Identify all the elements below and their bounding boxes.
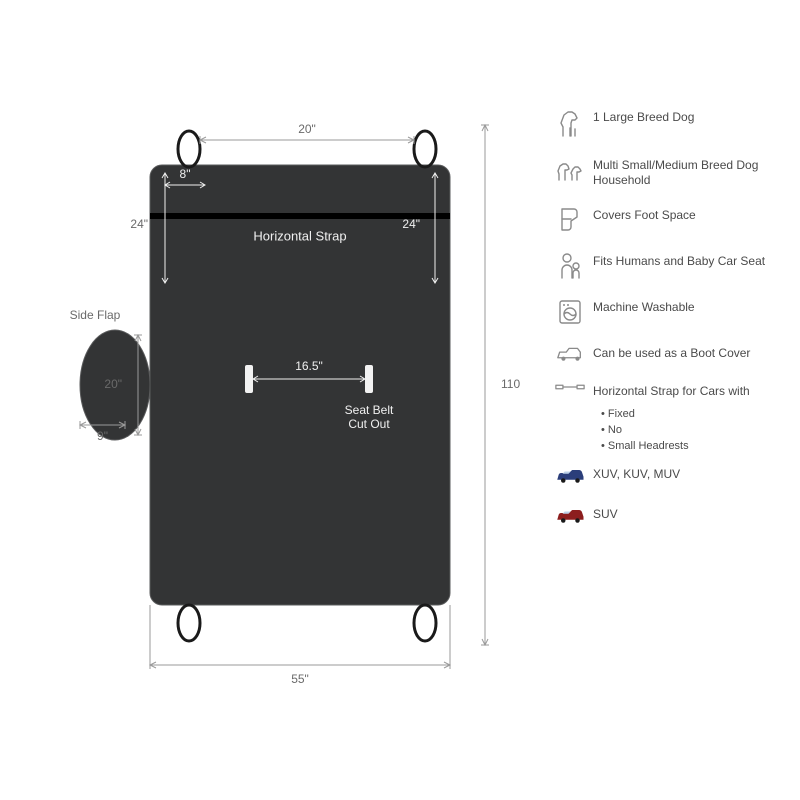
- feature-label: Covers Foot Space: [585, 206, 696, 223]
- dog-large-icon: [555, 108, 585, 138]
- feature-label: Can be used as a Boot Cover: [585, 344, 750, 361]
- strap-icon: [555, 382, 585, 392]
- feature-label: 1 Large Breed Dog: [585, 108, 694, 125]
- car-blue-icon: [555, 465, 585, 487]
- svg-text:24": 24": [130, 217, 148, 231]
- svg-text:110": 110": [501, 377, 520, 391]
- svg-text:Seat BeltCut Out: Seat BeltCut Out: [345, 403, 394, 431]
- svg-text:9": 9": [97, 429, 108, 443]
- feature-label: Multi Small/Medium Breed Dog Household: [585, 156, 775, 188]
- svg-text:Horizontal Strap: Horizontal Strap: [253, 228, 346, 243]
- feature-item: Multi Small/Medium Breed Dog Household: [555, 156, 775, 188]
- svg-text:24": 24": [402, 217, 420, 231]
- foot-space-icon: [555, 206, 585, 234]
- feature-list: 1 Large Breed Dog Multi Small/Medium Bre…: [555, 108, 775, 545]
- infographic-root: Horizontal Strap Seat BeltCut Out Side Fla…: [0, 0, 800, 800]
- feature-item: XUV, KUV, MUV: [555, 465, 775, 487]
- feature-item: Can be used as a Boot Cover: [555, 344, 775, 364]
- car-boot-icon: [555, 344, 585, 364]
- svg-text:16.5": 16.5": [295, 359, 323, 373]
- feature-label: SUV: [585, 505, 618, 522]
- feature-bullets: FixedNoSmall Headrests: [555, 407, 775, 455]
- svg-text:Side Flap: Side Flap: [70, 308, 121, 322]
- svg-text:20": 20": [298, 122, 316, 136]
- svg-text:55": 55": [291, 672, 309, 686]
- product-diagram: Horizontal Strap Seat BeltCut Out Side Fla…: [30, 85, 520, 730]
- feature-label: XUV, KUV, MUV: [585, 465, 680, 482]
- feature-item: Fits Humans and Baby Car Seat: [555, 252, 775, 280]
- washer-icon: [555, 298, 585, 326]
- diagram-svg: Horizontal Strap Seat BeltCut Out Side Fla…: [30, 85, 520, 725]
- dogs-small-icon: [555, 156, 585, 182]
- svg-text:20": 20": [104, 377, 122, 391]
- car-red-icon: [555, 505, 585, 527]
- svg-text:8": 8": [180, 167, 191, 181]
- feature-item: Covers Foot Space: [555, 206, 775, 234]
- feature-item: 1 Large Breed Dog: [555, 108, 775, 138]
- feature-label: Horizontal Strap for Cars with: [585, 382, 750, 399]
- human-baby-icon: [555, 252, 585, 280]
- feature-item: SUV: [555, 505, 775, 527]
- feature-label: Machine Washable: [585, 298, 695, 315]
- feature-item: Horizontal Strap for Cars with: [555, 382, 775, 399]
- feature-item: Machine Washable: [555, 298, 775, 326]
- feature-label: Fits Humans and Baby Car Seat: [585, 252, 765, 269]
